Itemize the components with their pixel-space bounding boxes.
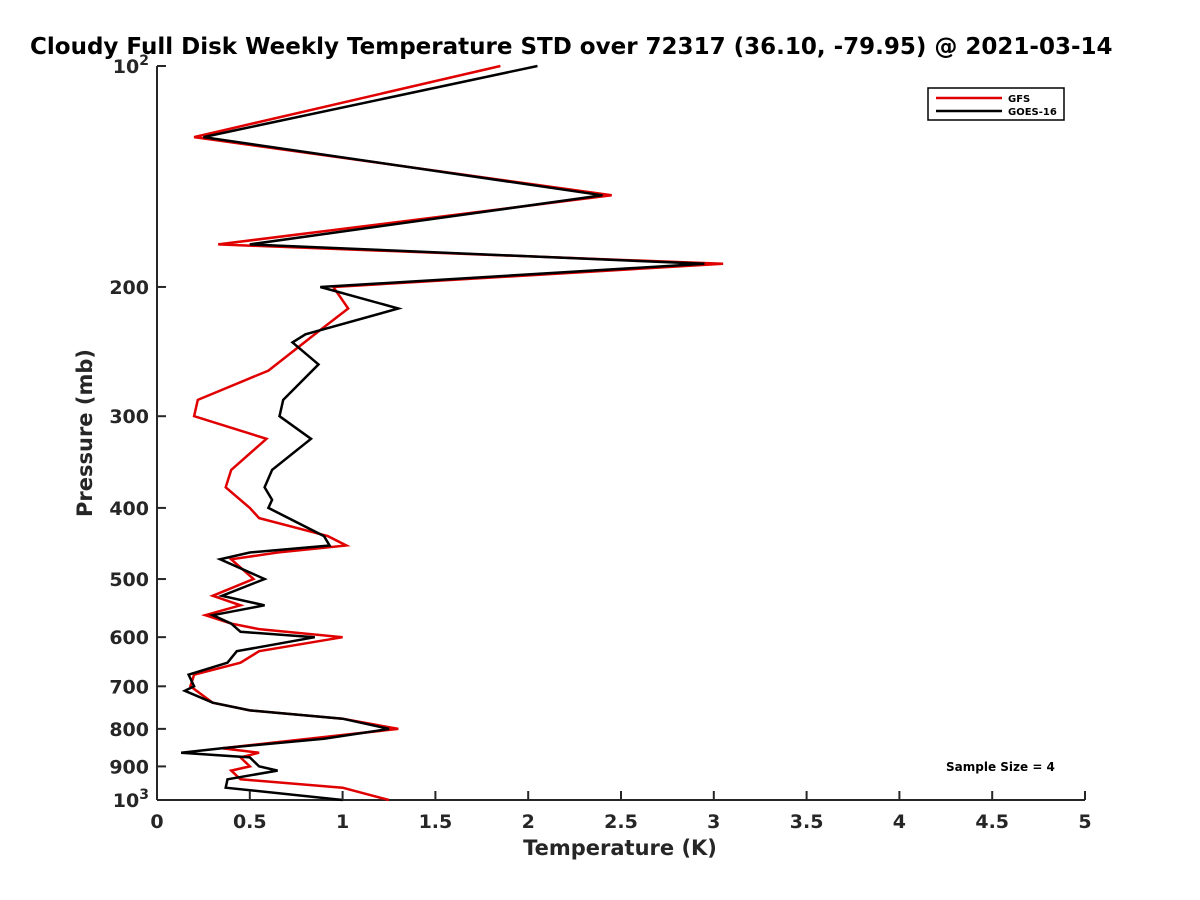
x-tick-label: 0.5: [233, 811, 267, 833]
legend-box: [927, 87, 1065, 121]
y-axis-label: Pressure (mb): [73, 349, 97, 517]
y-tick-label: 500: [109, 569, 149, 591]
x-tick-label: 0: [150, 811, 163, 833]
y-tick-label: 102: [113, 53, 149, 78]
y-tick-label: 200: [109, 277, 149, 299]
legend: GFS GOES-16: [927, 87, 1065, 121]
legend-label-gfs: GFS: [1008, 94, 1030, 105]
y-tick-label: 103: [113, 787, 149, 812]
y-tick-label: 600: [109, 627, 149, 649]
y-tick-label: 300: [109, 406, 149, 428]
x-tick-label: 1.5: [419, 811, 453, 833]
y-tick-label: 900: [109, 756, 149, 778]
series-layer: [180, 64, 724, 802]
x-tick-label: 3: [707, 811, 720, 833]
chart-title: Cloudy Full Disk Weekly Temperature STD …: [30, 34, 1113, 60]
y-tick-label: 700: [109, 676, 149, 698]
x-tick-label: 2.5: [604, 811, 638, 833]
x-tick-label: 4: [893, 811, 906, 833]
x-tick-label: 1: [336, 811, 349, 833]
series-line-gfs: [188, 64, 724, 802]
x-tick-label: 3.5: [790, 811, 824, 833]
x-tick-label: 5: [1078, 811, 1091, 833]
x-tick-label: 2: [522, 811, 535, 833]
y-tick-label: 400: [109, 498, 149, 520]
legend-label-goes-16: GOES-16: [1008, 107, 1057, 118]
y-tick-label: 800: [109, 719, 149, 741]
x-axis-ticks: 0 0.5 1 1.5 2 2.5 3 3.5 4 4.5 5: [150, 791, 1092, 833]
plot-frame: [156, 66, 1085, 801]
series-line-goes-16: [180, 64, 705, 802]
sample-size-annotation: Sample Size = 4: [946, 760, 1055, 774]
x-tick-label: 4.5: [975, 811, 1009, 833]
x-axis-label: Temperature (K): [523, 836, 717, 860]
y-axis-ticks: 102 200 300 400 500 600 700 800 900 103: [109, 53, 166, 812]
